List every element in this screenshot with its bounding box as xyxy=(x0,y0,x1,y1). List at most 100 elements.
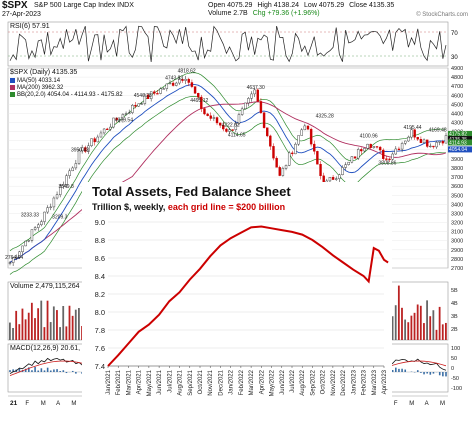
volume-bar xyxy=(419,305,422,340)
legend-ma200-text: MA(200) 3962.32 xyxy=(17,85,64,92)
candle-body xyxy=(394,148,398,155)
volume-bar xyxy=(74,309,77,340)
legend-bb-text: BB(20,2.0) 4054.04 - 4114.93 - 4175.82 xyxy=(17,92,123,99)
price-y-tick: 3700 xyxy=(451,175,463,181)
candle-body xyxy=(184,78,187,81)
price-annotation: 4637.30 xyxy=(247,85,265,91)
macd-histogram-bar xyxy=(404,369,407,372)
candle-body xyxy=(316,151,319,165)
volume-bar xyxy=(59,327,61,340)
candle-body xyxy=(68,170,71,176)
candle-body xyxy=(181,79,184,81)
macd-histogram-bar xyxy=(398,368,400,372)
macd-histogram-bar xyxy=(53,369,55,372)
fed-x-tick: Oct/2022 xyxy=(321,369,327,394)
macd-histogram-bar xyxy=(65,372,68,374)
bottom-axis-label: M xyxy=(71,401,76,407)
macd-y-tick: 0 xyxy=(451,366,454,372)
price-y-tick: 4600 xyxy=(451,93,463,99)
macd-y-tick: -50 xyxy=(451,376,459,382)
volume-bar xyxy=(429,316,432,340)
price-y-tick: 4500 xyxy=(451,102,463,108)
fed-x-tick: Jul/2022 xyxy=(290,369,296,392)
volume-bar xyxy=(438,306,441,340)
candle-body xyxy=(87,145,90,152)
volume-bar xyxy=(426,300,428,340)
volume-bar xyxy=(65,326,68,340)
price-annotation: 4169.48 xyxy=(429,127,447,133)
candle-body xyxy=(294,143,297,155)
legend-ma200: MA(200) 3962.32 xyxy=(10,85,123,92)
candle-body xyxy=(90,138,93,147)
price-y-tick: 3800 xyxy=(451,166,463,172)
volume-bar xyxy=(37,308,40,340)
bottom-axis-label: M xyxy=(440,401,445,407)
macd-histogram-bar xyxy=(37,370,40,372)
volume-y-tick: 3B xyxy=(451,314,458,320)
price-label: $SPX (Daily) 4135.35 xyxy=(10,69,78,76)
fed-y-tick: 8.4 xyxy=(95,272,105,281)
candle-body xyxy=(58,185,62,195)
volume-bar xyxy=(71,315,74,340)
candle-body xyxy=(284,165,288,169)
candle-body xyxy=(407,136,410,142)
price-tag-text: 4054.04 xyxy=(449,147,467,153)
legend-ma50-swatch xyxy=(10,78,15,83)
fed-y-tick: 8.2 xyxy=(95,290,105,299)
fed-y-tick: 7.8 xyxy=(95,326,105,335)
macd-histogram-bar xyxy=(34,366,36,372)
volume-bar xyxy=(30,302,33,340)
fed-x-tick: Jul/2021 xyxy=(167,369,173,392)
fed-y-tick: 7.6 xyxy=(95,344,105,353)
bollinger-upper-line xyxy=(9,72,447,252)
macd-histogram-bar xyxy=(438,372,441,376)
candle-body xyxy=(378,146,382,151)
macd-histogram-bar xyxy=(71,370,74,372)
candle-body xyxy=(102,128,106,134)
price-annotation: 4743.83 xyxy=(165,75,183,81)
candle-body xyxy=(197,93,200,98)
fed-x-tick: Nov/2021 xyxy=(208,369,214,395)
candle-body xyxy=(234,123,238,130)
candle-body xyxy=(247,98,250,104)
candle-body xyxy=(306,125,310,130)
macd-histogram-bar xyxy=(9,370,11,372)
volume-label: Volume 2,479,115,264 xyxy=(10,283,80,290)
candle-body xyxy=(203,108,206,115)
candle-body xyxy=(33,227,37,230)
price-annotation: 4222.62 xyxy=(222,123,240,129)
candle-body xyxy=(278,167,281,176)
candle-body xyxy=(328,177,332,182)
price-annotation: 4279.54 xyxy=(115,117,133,123)
macd-histogram-bar xyxy=(420,372,422,373)
fed-x-tick: Mar/2023 xyxy=(372,369,378,395)
price-y-tick: 3500 xyxy=(451,193,463,199)
volume-bar xyxy=(445,322,447,340)
macd-histogram-bar xyxy=(46,367,49,372)
candle-body xyxy=(215,117,219,124)
fed-y-ticks: 7.4 7.6 7.8 8.0 8.2 8.4 8.6 8.8 9.0 xyxy=(95,218,105,371)
candle-body xyxy=(153,91,156,94)
candle-body xyxy=(99,132,103,138)
candle-body xyxy=(413,129,416,138)
volume-bar xyxy=(56,310,58,340)
bottom-axis-label: 21 xyxy=(10,400,18,407)
candle-body xyxy=(391,153,394,160)
candle-body xyxy=(124,113,128,115)
price-annotation: 4100.96 xyxy=(360,134,378,140)
candle-body xyxy=(385,158,388,160)
fed-x-tick: Feb/2023 xyxy=(362,369,368,395)
candle-body xyxy=(281,168,285,176)
fed-x-tick: Aug/2022 xyxy=(300,369,306,395)
price-annotation: 3209.3 xyxy=(52,215,68,221)
macd-histogram-bar xyxy=(40,368,43,372)
candle-body xyxy=(146,94,150,99)
candle-body xyxy=(55,194,59,199)
price-y-tick: 2700 xyxy=(451,266,463,272)
candle-body xyxy=(121,114,125,120)
price-annotation: 4546.28 xyxy=(134,93,152,99)
price-annotation: 3950.43 xyxy=(71,147,89,153)
price-legend: MA(50) 4033.14 MA(200) 3962.32 BB(20,2.0… xyxy=(10,78,123,99)
candle-body xyxy=(178,79,181,84)
low-value: Low 4075.29 xyxy=(304,2,345,9)
